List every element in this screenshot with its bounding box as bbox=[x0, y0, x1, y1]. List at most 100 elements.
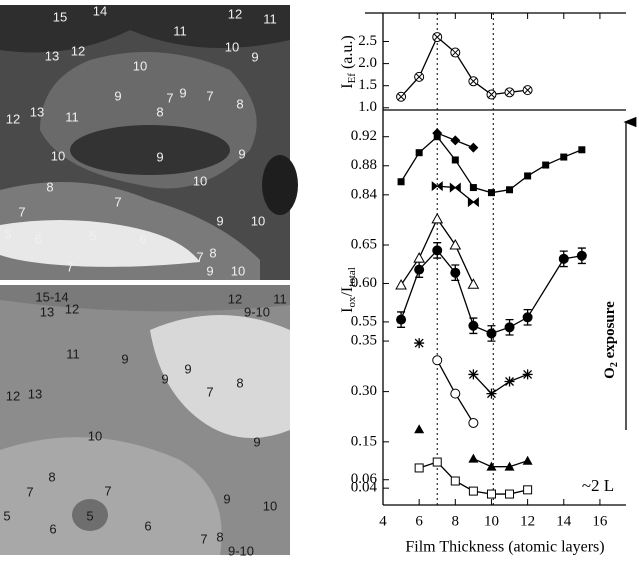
image-label: 7 bbox=[200, 531, 207, 546]
image-label: 11 bbox=[263, 11, 277, 26]
marker bbox=[450, 267, 461, 278]
marker bbox=[522, 312, 533, 323]
y-label-part: I bbox=[339, 83, 356, 88]
image-label: 6 bbox=[49, 521, 56, 536]
marker bbox=[505, 489, 515, 499]
marker bbox=[414, 424, 425, 434]
marker bbox=[432, 355, 443, 366]
image-label: 9-10 bbox=[244, 304, 270, 319]
marker bbox=[449, 182, 461, 193]
image-label: 10 bbox=[133, 58, 147, 73]
image-label: 12 bbox=[228, 291, 242, 306]
marker-part bbox=[451, 49, 459, 56]
marker bbox=[576, 250, 587, 261]
marker bbox=[522, 85, 533, 96]
y-tick-label: 0.55 bbox=[351, 313, 377, 329]
marker bbox=[450, 135, 461, 146]
marker-part bbox=[488, 91, 495, 98]
image-label: 9 bbox=[253, 434, 260, 449]
exposure-part: 2 bbox=[609, 362, 620, 367]
marker bbox=[467, 197, 479, 208]
image-label: 12 bbox=[6, 388, 20, 403]
image-label: 10 bbox=[225, 39, 239, 54]
marker bbox=[468, 453, 479, 463]
x-tick-label: 16 bbox=[592, 513, 608, 529]
image-label: 8 bbox=[216, 529, 223, 544]
marker bbox=[522, 455, 533, 465]
marker bbox=[558, 253, 569, 264]
image-label: 9 bbox=[114, 88, 121, 103]
marker bbox=[396, 91, 407, 102]
image-label: 8 bbox=[156, 104, 163, 119]
y-tick-label: 1.0 bbox=[358, 99, 377, 115]
image-label: 10 bbox=[251, 213, 265, 228]
image-label: 9 bbox=[121, 351, 128, 366]
image-label: 5 bbox=[86, 508, 93, 523]
image-label: 7 bbox=[18, 204, 25, 219]
y-tick-label: 2.0 bbox=[358, 55, 377, 71]
image-label: 5 bbox=[3, 508, 10, 523]
image-label: 14 bbox=[93, 3, 107, 18]
image-label: 7 bbox=[206, 384, 213, 399]
marker bbox=[451, 156, 459, 164]
y-tick-label: 0.15 bbox=[351, 433, 377, 449]
marker bbox=[504, 461, 515, 471]
x-tick-label: 12 bbox=[520, 513, 535, 529]
image-label: 9 bbox=[223, 491, 230, 506]
marker bbox=[504, 376, 515, 387]
x-tick-label: 4 bbox=[379, 513, 387, 529]
y-label-part: I bbox=[339, 308, 356, 313]
marker bbox=[542, 161, 550, 169]
image-label: 6 bbox=[139, 231, 146, 246]
y-tick-label: 0.35 bbox=[351, 333, 377, 349]
y-tick-label: 0.84 bbox=[351, 186, 378, 202]
marker bbox=[522, 369, 533, 380]
image-label: 12 bbox=[71, 43, 85, 58]
image-label: 8 bbox=[236, 96, 243, 111]
y-tick-label: 0.92 bbox=[351, 128, 377, 144]
marker bbox=[524, 172, 532, 180]
image-label: 9 bbox=[184, 361, 191, 376]
image-label: 13 bbox=[45, 48, 59, 63]
series-line bbox=[473, 458, 528, 468]
image-label: 9 bbox=[179, 85, 186, 100]
image-label: 10 bbox=[51, 148, 65, 163]
image-label: 15 bbox=[53, 9, 67, 24]
marker bbox=[468, 142, 479, 153]
image-label: 12 bbox=[65, 301, 79, 316]
exposure-label: O2 exposure bbox=[602, 301, 620, 379]
y-label-part: total bbox=[346, 267, 358, 287]
marker-part bbox=[415, 73, 423, 81]
marker bbox=[467, 278, 480, 289]
marker bbox=[432, 245, 443, 256]
marker bbox=[486, 388, 497, 399]
image-label: 10 bbox=[263, 498, 277, 513]
marker bbox=[486, 461, 497, 471]
marker bbox=[504, 87, 515, 98]
series-line bbox=[400, 249, 582, 335]
y-tick-label: 0.60 bbox=[351, 275, 377, 291]
image-label: 5 bbox=[4, 226, 11, 241]
marker bbox=[468, 369, 479, 380]
marker bbox=[396, 314, 407, 325]
image-label: 12 bbox=[6, 111, 20, 126]
image-label: 7 bbox=[196, 249, 203, 264]
marker bbox=[486, 89, 497, 100]
image-label: 7 bbox=[114, 194, 121, 209]
image-label: 10 bbox=[193, 173, 207, 188]
y-tick-label: 0.88 bbox=[351, 157, 377, 173]
exposure-part: O bbox=[602, 367, 618, 379]
image-label: 13 bbox=[40, 304, 54, 319]
marker bbox=[432, 32, 443, 43]
exposure-part: exposure bbox=[602, 301, 618, 362]
marker bbox=[487, 189, 495, 197]
marker bbox=[578, 146, 586, 154]
image-label: 7 bbox=[26, 484, 33, 499]
marker-part bbox=[524, 86, 531, 94]
annotation: ~2 L bbox=[582, 476, 614, 495]
image-label: 13 bbox=[30, 104, 44, 119]
